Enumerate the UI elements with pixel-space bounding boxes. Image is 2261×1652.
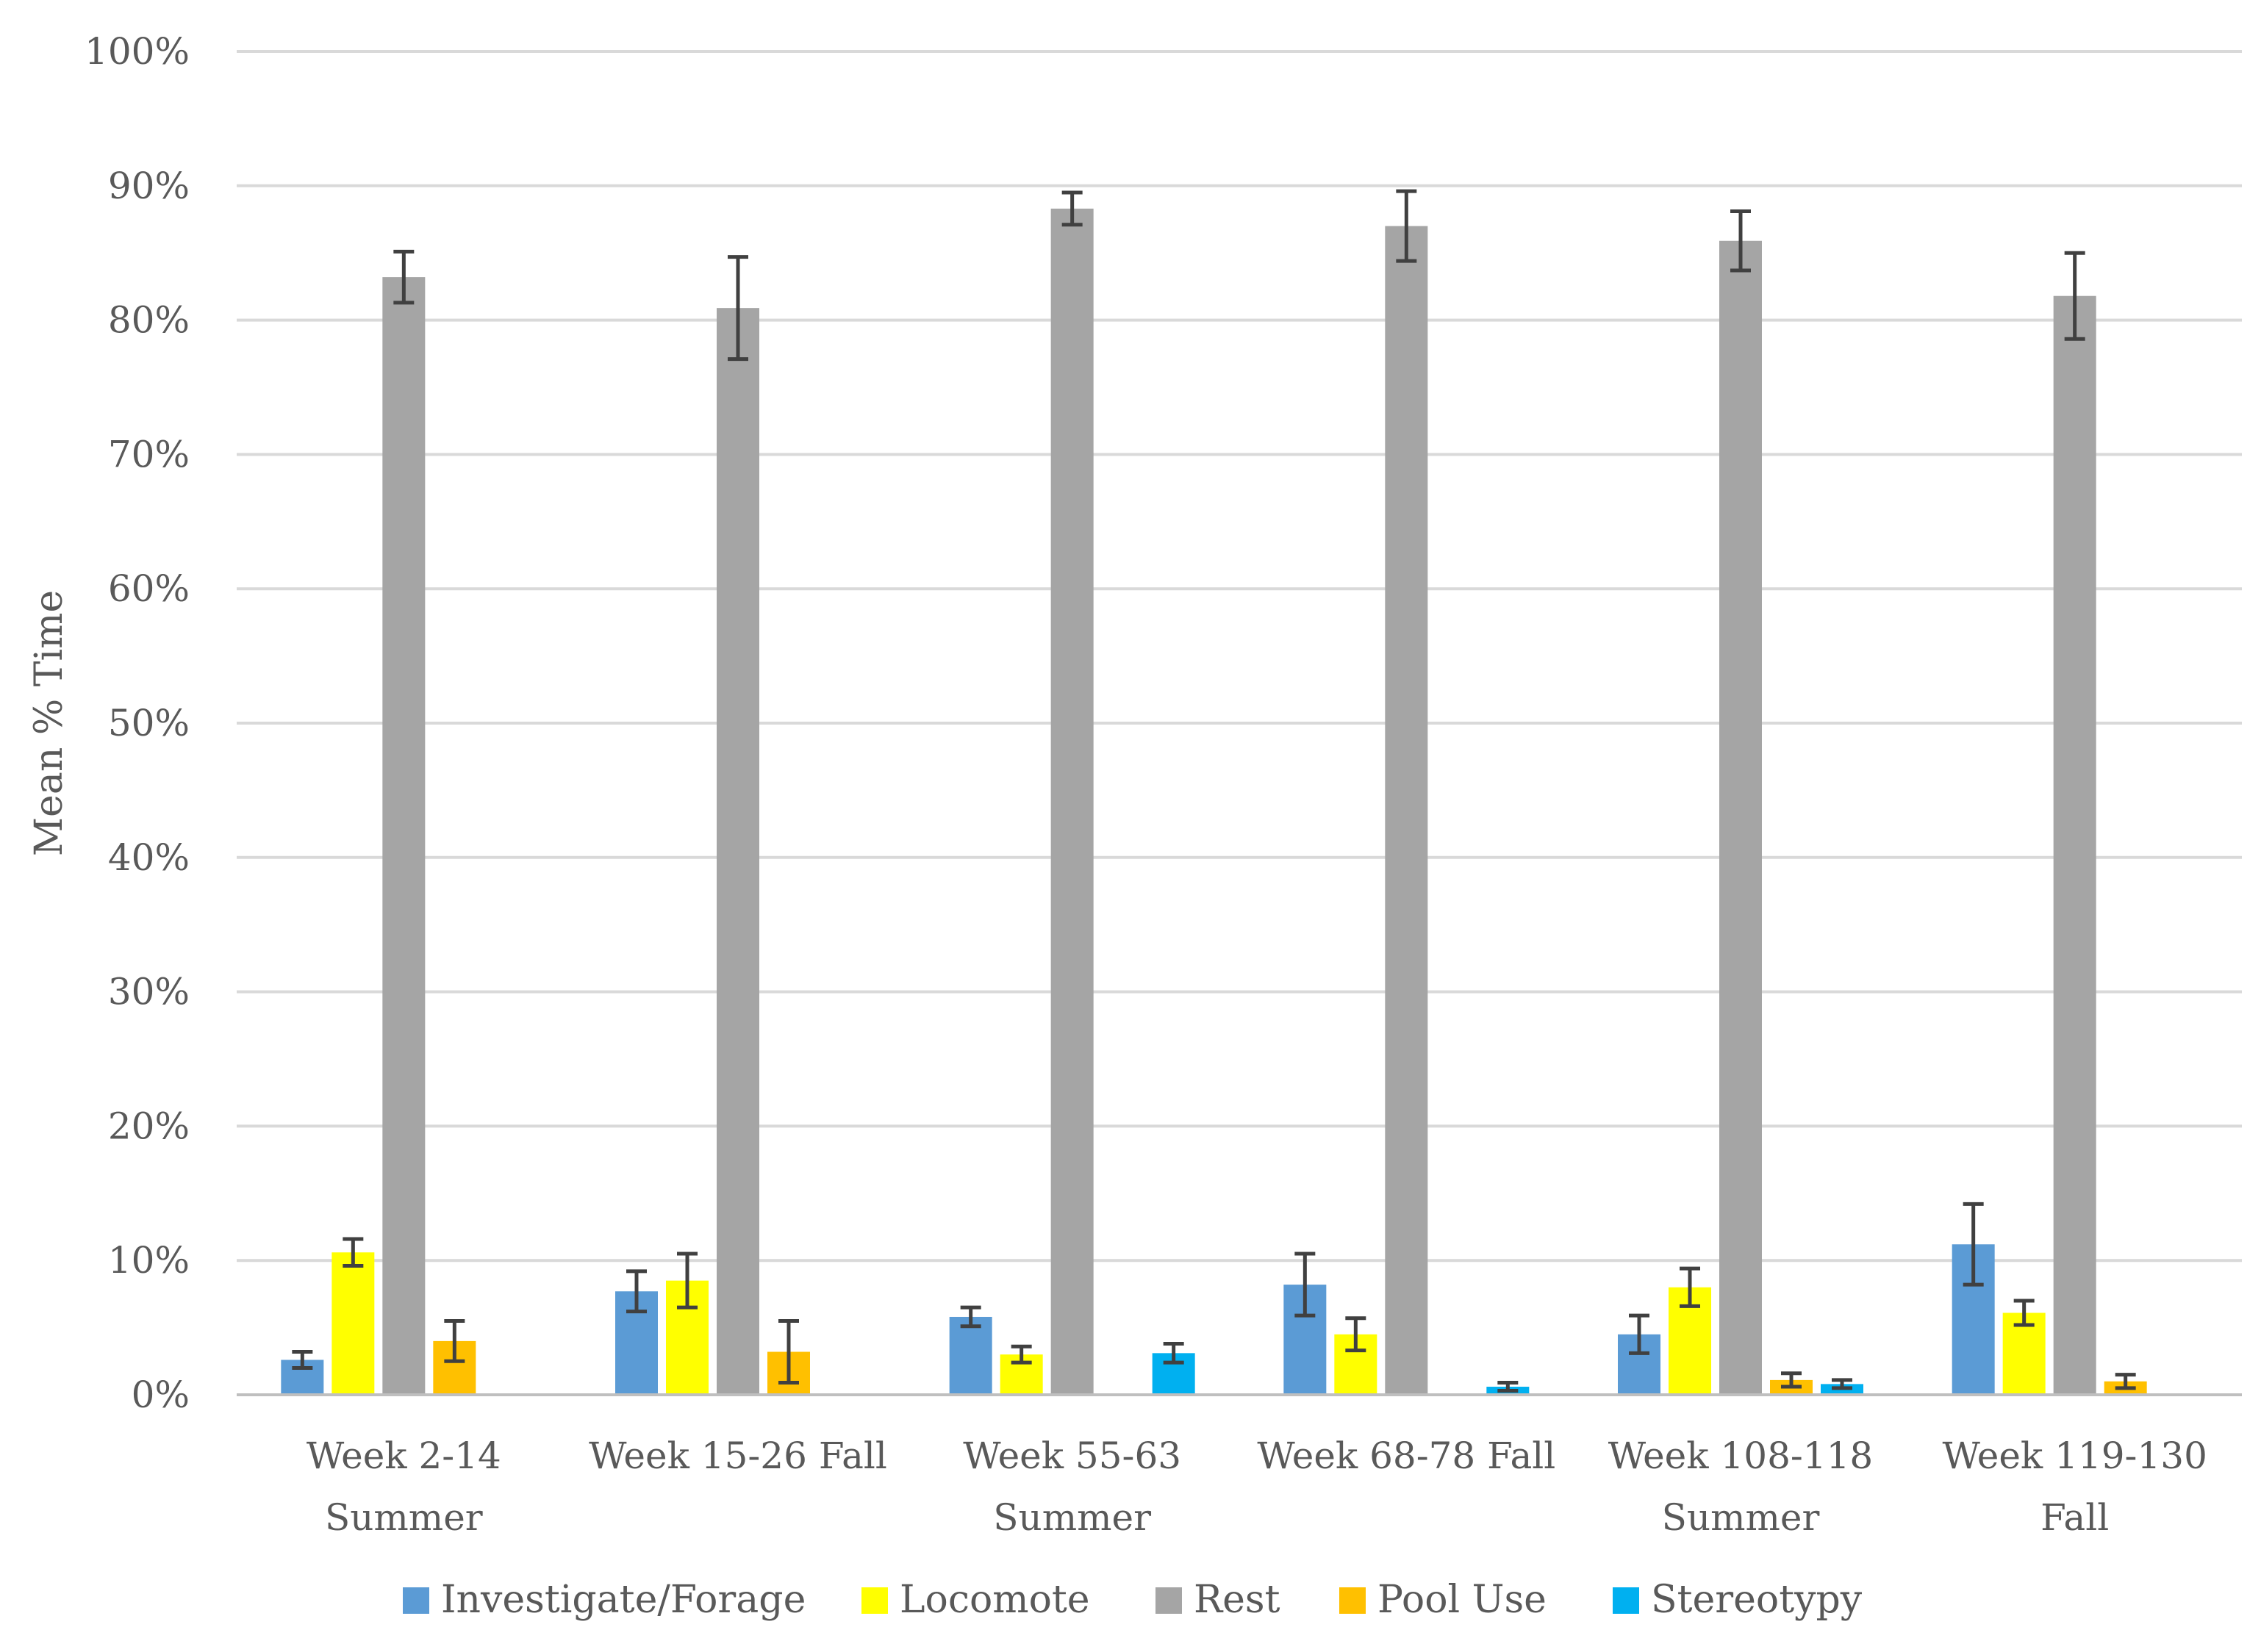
bar: [1385, 226, 1428, 1395]
bar: [382, 277, 426, 1395]
bar: [949, 1316, 992, 1395]
legend-swatch: [1613, 1587, 1639, 1614]
y-tick-label: 30%: [108, 971, 190, 1013]
legend-label: Rest: [1194, 1578, 1280, 1622]
x-axis-categories: Week 2-14 Summer Week 15-26 Fall Week 55-63…: [307, 1434, 2207, 1539]
y-tick-label: 10%: [108, 1239, 190, 1282]
error-bar: [1294, 1251, 1316, 1318]
x-category-label: Week 55-63 Summer: [963, 1434, 1181, 1539]
error-bar: [626, 1269, 647, 1314]
error-bar: [292, 1350, 313, 1370]
error-bar: [1680, 1266, 1700, 1308]
bar: [2053, 295, 2096, 1395]
bars: [281, 208, 2147, 1396]
error-bar: [2013, 1299, 2035, 1327]
y-tick-label: 90%: [108, 165, 190, 207]
y-tick-label: 20%: [108, 1105, 190, 1147]
x-category-label: Week 119-130 Fall: [1942, 1434, 2207, 1539]
legend-swatch: [861, 1587, 888, 1614]
y-tick-label: 80%: [108, 299, 190, 342]
y-tick-label: 0%: [132, 1373, 190, 1416]
error-bar: [444, 1318, 465, 1363]
error-bar: [1781, 1371, 1802, 1389]
legend-item: Rest: [1155, 1578, 1280, 1622]
legend-item: Pool Use: [1339, 1578, 1547, 1622]
error-bar: [1345, 1316, 1366, 1353]
y-tick-label: 70%: [108, 433, 190, 475]
y-axis-title: Mean % Time: [27, 590, 71, 856]
error-bars: [292, 189, 2136, 1393]
legend-label: Stereotypy: [1651, 1578, 1863, 1622]
error-bar: [677, 1251, 698, 1310]
legend-item: Investigate/Forage: [403, 1578, 806, 1622]
bar: [717, 308, 759, 1396]
x-category-label: Week 2-14 Summer: [307, 1434, 501, 1539]
legend-item: Stereotypy: [1613, 1578, 1863, 1622]
x-category-label: Week 15-26 Fall: [589, 1434, 887, 1477]
error-bar: [1832, 1378, 1852, 1390]
x-category-label: Week 68-78 Fall: [1257, 1434, 1555, 1477]
y-tick-label: 60%: [108, 567, 190, 610]
bar: [1050, 208, 1094, 1396]
legend-label: Pool Use: [1377, 1578, 1547, 1622]
error-bar: [1396, 189, 1417, 263]
error-bar: [1011, 1344, 1032, 1365]
error-bar: [1061, 190, 1083, 227]
error-bar: [1629, 1313, 1649, 1355]
y-tick-label: 100%: [85, 30, 190, 73]
error-bar: [2064, 251, 2085, 341]
error-bar: [1730, 209, 1751, 273]
x-category-label: Week 108-118 Summer: [1608, 1434, 1873, 1539]
error-bar: [1497, 1381, 1519, 1393]
error-bar: [343, 1237, 364, 1268]
legend-swatch: [1339, 1587, 1366, 1614]
error-bar: [393, 249, 415, 305]
y-axis-ticks: 0% 10% 20% 30% 40% 50% 60% 70% 80% 90% 100%: [85, 30, 190, 1416]
error-bar: [728, 255, 748, 362]
error-bar: [778, 1318, 799, 1385]
legend-swatch: [403, 1587, 429, 1614]
error-bar: [960, 1305, 981, 1329]
legend: Investigate/Forage Locomote Rest Pool Use St…: [403, 1578, 1863, 1622]
bar: [332, 1252, 375, 1395]
error-bar: [1963, 1202, 1984, 1287]
y-tick-label: 50%: [108, 702, 190, 744]
legend-label: Locomote: [900, 1578, 1090, 1622]
error-bar: [1163, 1342, 1184, 1365]
error-bar: [2115, 1373, 2136, 1390]
y-tick-label: 40%: [108, 836, 190, 879]
gridlines: [237, 50, 2242, 1263]
legend-swatch: [1155, 1587, 1182, 1614]
legend-label: Investigate/Forage: [441, 1578, 806, 1622]
bar: [1719, 240, 1762, 1395]
legend-item: Locomote: [861, 1578, 1090, 1622]
